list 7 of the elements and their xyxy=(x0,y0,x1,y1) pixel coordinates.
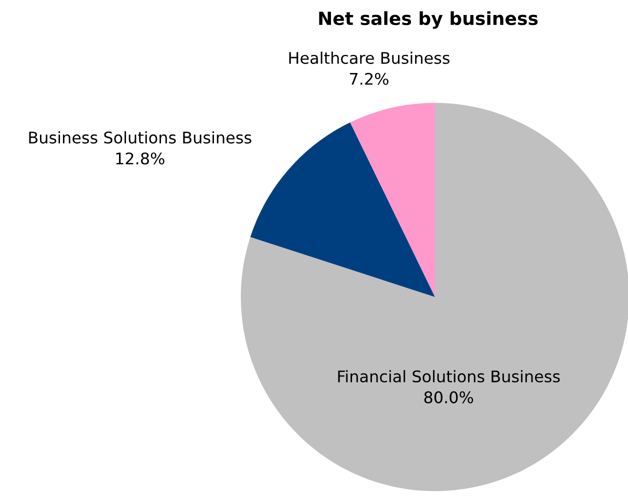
slice-label: Financial Solutions Business xyxy=(338,370,560,382)
data-label: 12.8% xyxy=(116,152,164,165)
data-label: 80.0% xyxy=(424,391,474,404)
slice-label: Business Solutions Business xyxy=(29,131,252,144)
data-label: 7.2% xyxy=(350,72,388,85)
slice-label: Healthcare Business xyxy=(289,52,450,64)
chart-title: Net sales by business xyxy=(319,11,538,29)
